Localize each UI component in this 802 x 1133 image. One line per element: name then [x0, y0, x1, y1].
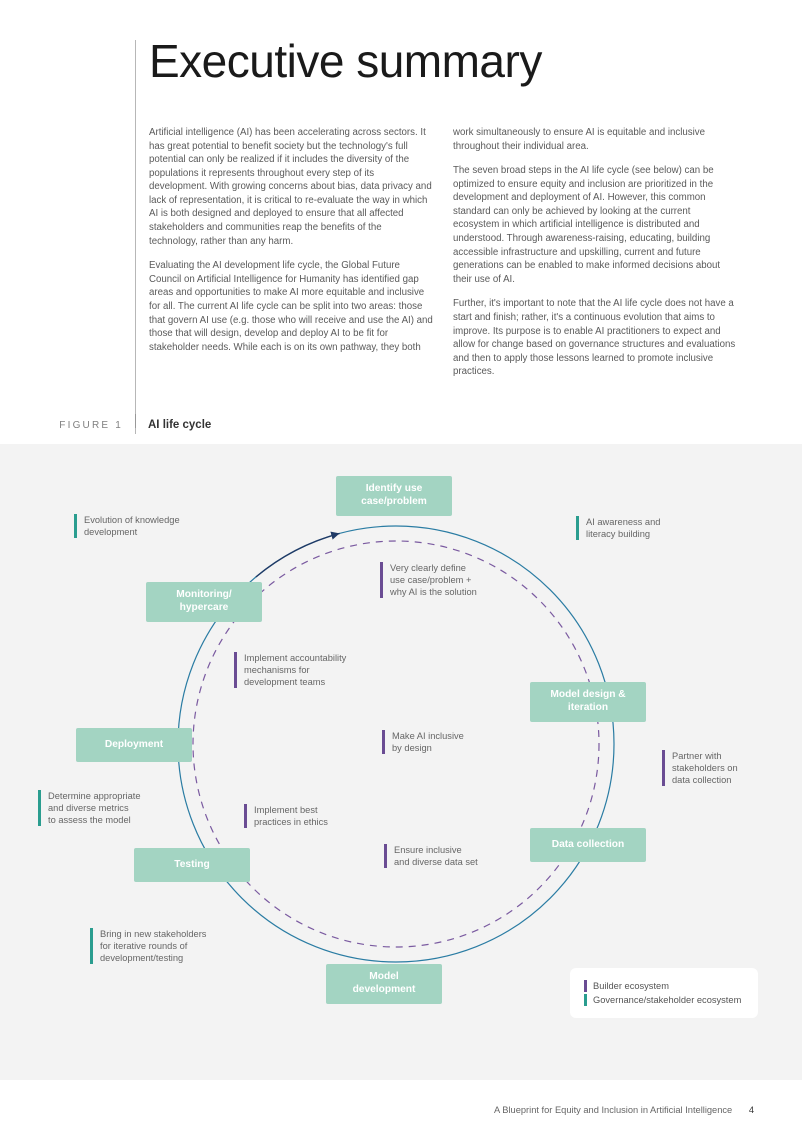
- diagram-annotation: Determine appropriateand diverse metrics…: [38, 790, 188, 826]
- column-left: Artificial intelligence (AI) has been ac…: [149, 126, 433, 390]
- legend-swatch: [584, 994, 587, 1006]
- diagram-annotation: Bring in new stakeholdersfor iterative r…: [90, 928, 260, 964]
- para: Artificial intelligence (AI) has been ac…: [149, 126, 433, 248]
- page-footer: A Blueprint for Equity and Inclusion in …: [494, 1105, 754, 1115]
- diagram-annotation: Make AI inclusiveby design: [382, 730, 512, 754]
- figure-label: FIGURE 1: [0, 420, 135, 431]
- diagram-annotation: Very clearly defineuse case/problem +why…: [380, 562, 530, 598]
- lifecycle-node-model-design: Model design &iteration: [530, 682, 646, 722]
- lifecycle-node-data-coll: Data collection: [530, 828, 646, 862]
- legend-row: Governance/stakeholder ecosystem: [584, 994, 744, 1006]
- para: The seven broad steps in the AI life cyc…: [453, 164, 737, 286]
- page-number: 4: [749, 1105, 754, 1115]
- column-right: work simultaneously to ensure AI is equi…: [453, 126, 737, 390]
- diagram-annotation: AI awareness andliteracy building: [576, 516, 716, 540]
- legend-row: Builder ecosystem: [584, 980, 744, 992]
- para: Evaluating the AI development life cycle…: [149, 259, 433, 354]
- footer-text: A Blueprint for Equity and Inclusion in …: [494, 1105, 732, 1115]
- lifecycle-diagram: Builder ecosystem Governance/stakeholder …: [0, 444, 802, 1080]
- lifecycle-node-identify: Identify usecase/problem: [336, 476, 452, 516]
- lifecycle-node-model-dev: Modeldevelopment: [326, 964, 442, 1004]
- figure-title: AI life cycle: [136, 419, 211, 431]
- lifecycle-node-deployment: Deployment: [76, 728, 192, 762]
- para: Further, it's important to note that the…: [453, 297, 737, 378]
- body-columns: Artificial intelligence (AI) has been ac…: [149, 126, 737, 390]
- figure-header: FIGURE 1 AI life cycle: [0, 416, 802, 431]
- legend-label: Governance/stakeholder ecosystem: [593, 995, 741, 1005]
- legend-label: Builder ecosystem: [593, 981, 669, 991]
- diagram-annotation: Evolution of knowledgedevelopment: [74, 514, 214, 538]
- diagram-annotation: Implement bestpractices in ethics: [244, 804, 374, 828]
- diagram-annotation: Partner withstakeholders ondata collecti…: [662, 750, 772, 786]
- diagram-annotation: Implement accountabilitymechanisms forde…: [234, 652, 394, 688]
- vertical-rule: [135, 40, 136, 434]
- lifecycle-node-testing: Testing: [134, 848, 250, 882]
- para: work simultaneously to ensure AI is equi…: [453, 126, 737, 153]
- diagram-annotation: Ensure inclusiveand diverse data set: [384, 844, 524, 868]
- legend-swatch: [584, 980, 587, 992]
- diagram-legend: Builder ecosystem Governance/stakeholder …: [570, 968, 758, 1018]
- page-title: Executive summary: [149, 34, 542, 88]
- lifecycle-node-monitoring: Monitoring/hypercare: [146, 582, 262, 622]
